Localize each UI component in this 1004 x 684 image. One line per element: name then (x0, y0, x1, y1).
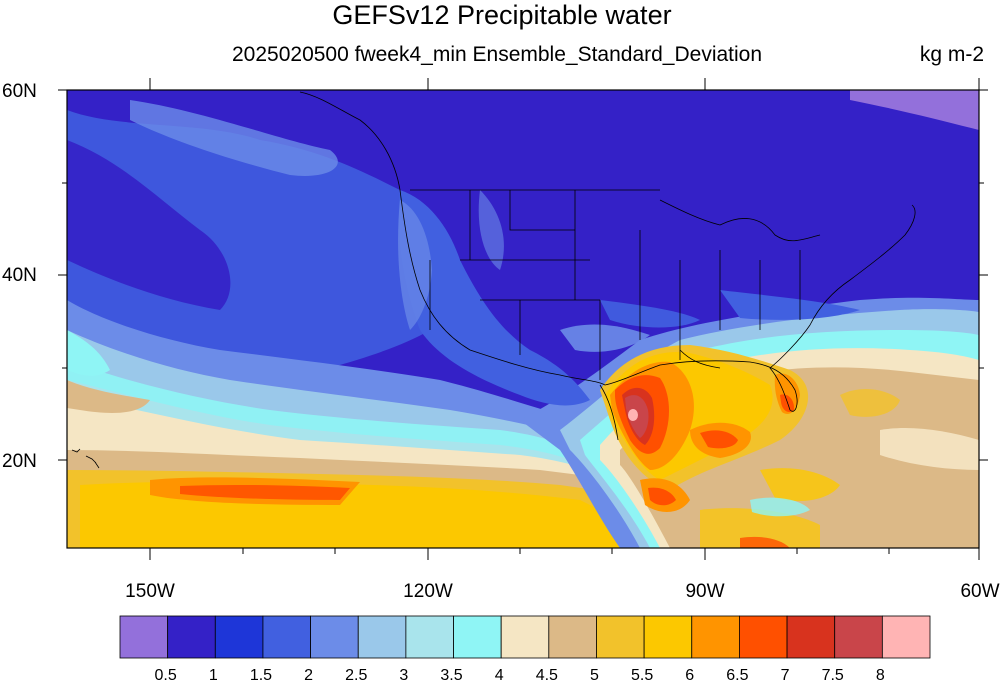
colorbar-label: 1 (208, 667, 218, 684)
colorbar-swatch (262, 615, 311, 659)
colorbar-label: 4.5 (535, 667, 558, 684)
colorbar-swatch (786, 615, 836, 659)
map-field (67, 90, 979, 548)
colorbar-label: 2 (304, 667, 314, 684)
colorbar-swatch (167, 615, 216, 659)
colorbar-swatch (500, 615, 550, 659)
colorbar-swatch (310, 615, 359, 659)
colorbar-label: 6.5 (726, 667, 749, 684)
colorbar-swatch (643, 615, 693, 659)
colorbar-label: 6 (685, 667, 695, 684)
map-title: GEFSv12 Precipitable water (332, 0, 672, 30)
colorbar-label: 1.5 (249, 667, 273, 684)
colorbar-label: 4 (494, 667, 504, 684)
colorbar-swatch (596, 615, 645, 659)
map-subtitle: 2025020500 fweek4_min Ensemble_Standard_… (232, 43, 763, 66)
lon-label-120w: 120W (403, 581, 453, 602)
lon-label-150w: 150W (125, 581, 175, 602)
units-label: kg m-2 (919, 43, 984, 66)
colorbar-label: 7 (780, 667, 790, 684)
coastlines (71, 91, 916, 469)
colorbar-label: 3 (399, 667, 409, 684)
lat-label-40n: 40N (2, 265, 37, 286)
colorbar-label: 5.5 (630, 667, 654, 684)
lat-label-60n: 60N (2, 81, 37, 102)
colorbar-swatch (691, 615, 740, 659)
colorbar-label: 0.5 (154, 667, 177, 684)
colorbar-label: 8 (875, 667, 885, 684)
map-frame (66, 89, 980, 549)
colorbar-swatch (214, 615, 264, 659)
colorbar-label: 2.5 (345, 667, 368, 684)
lat-label-20n: 20N (2, 451, 37, 472)
colorbar-label: 7.5 (821, 667, 844, 684)
axis-ticks (58, 78, 988, 560)
colorbar-swatch (119, 615, 169, 659)
colorbar-swatch (834, 615, 883, 659)
colorbar-swatch (453, 615, 502, 659)
colorbar-swatch (548, 615, 597, 659)
colorbar-label: 5 (590, 667, 599, 684)
lon-label-90w: 90W (685, 581, 725, 602)
colorbar-swatch (881, 615, 931, 659)
colorbar (119, 615, 931, 659)
colorbar-swatch (357, 615, 407, 659)
colorbar-label: 3.5 (440, 667, 463, 684)
colorbar-swatch (405, 615, 454, 659)
lon-label-60w: 60W (960, 581, 1000, 602)
colorbar-swatch (739, 615, 788, 659)
